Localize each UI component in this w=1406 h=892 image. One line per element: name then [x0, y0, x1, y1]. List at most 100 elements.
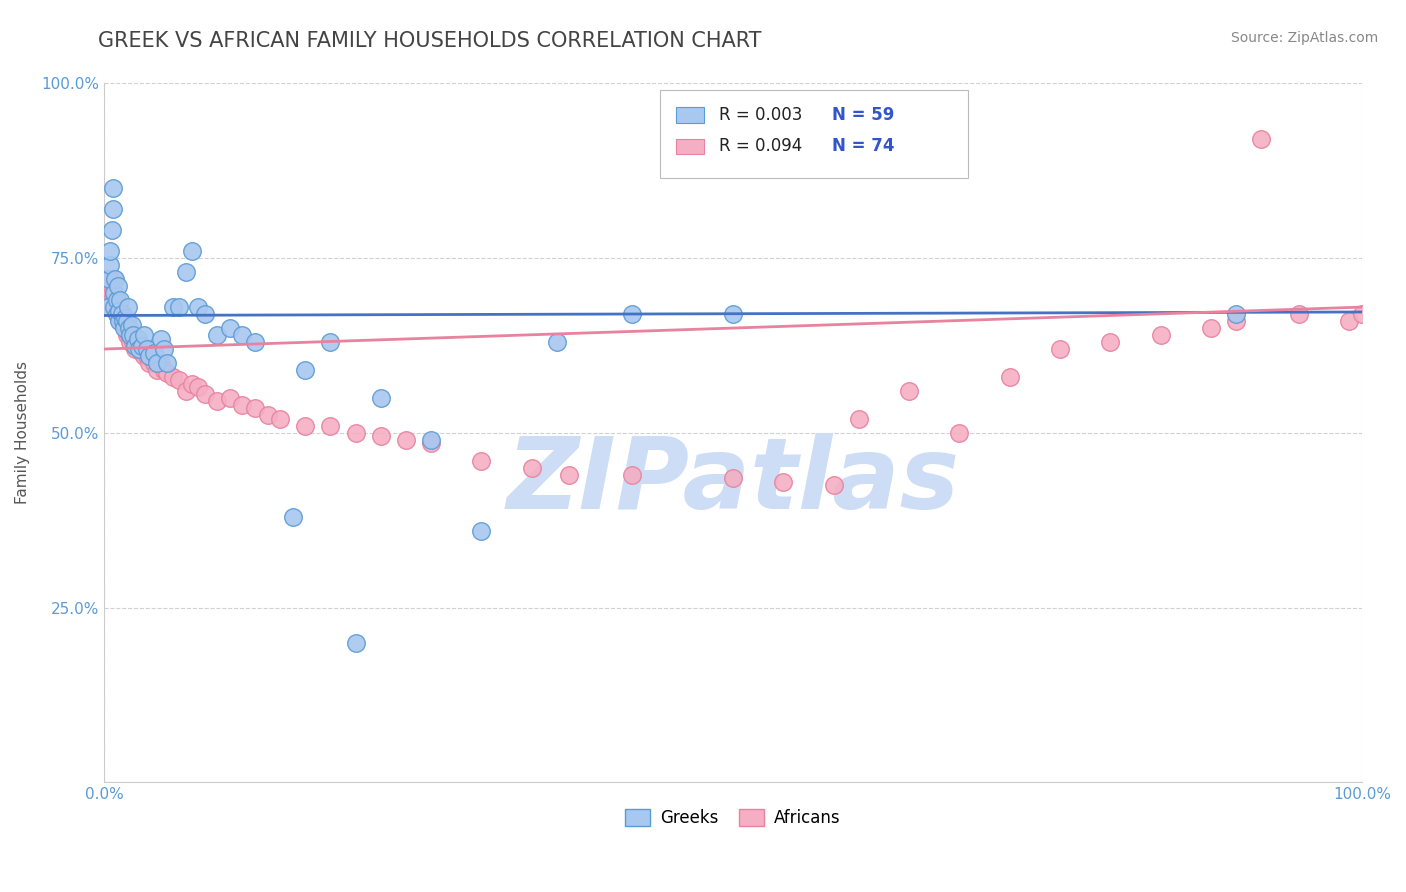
Point	[243, 401, 266, 416]
Point	[205, 394, 228, 409]
Point	[128, 342, 150, 356]
Point	[115, 314, 138, 328]
Point	[146, 363, 169, 377]
Point	[344, 635, 367, 649]
Point	[118, 321, 141, 335]
Point	[174, 384, 197, 398]
Point	[470, 524, 492, 538]
Point	[153, 342, 176, 356]
Point	[107, 300, 129, 314]
Legend: Greeks, Africans: Greeks, Africans	[619, 802, 848, 833]
Point	[135, 349, 157, 363]
Point	[621, 467, 644, 482]
Point	[103, 272, 125, 286]
Point	[108, 307, 131, 321]
Point	[127, 334, 149, 349]
FancyBboxPatch shape	[676, 107, 704, 122]
Point	[98, 279, 121, 293]
Point	[181, 376, 204, 391]
Point	[1250, 132, 1272, 146]
Point	[121, 328, 143, 343]
Point	[122, 334, 145, 349]
Point	[294, 363, 316, 377]
Point	[138, 349, 160, 363]
Point	[420, 436, 443, 450]
Point	[194, 387, 217, 401]
Text: N = 59: N = 59	[832, 106, 894, 124]
Point	[205, 328, 228, 343]
Point	[104, 272, 127, 286]
Point	[127, 332, 149, 346]
Point	[115, 328, 138, 343]
Point	[105, 307, 128, 321]
Point	[848, 412, 870, 426]
Point	[162, 370, 184, 384]
Point	[174, 265, 197, 279]
Point	[101, 202, 124, 217]
Point	[998, 370, 1021, 384]
Point	[1288, 307, 1310, 321]
Point	[281, 509, 304, 524]
Point	[110, 307, 132, 321]
Point	[169, 374, 191, 388]
Point	[134, 328, 156, 343]
Point	[470, 454, 492, 468]
Point	[1049, 342, 1071, 356]
Point	[231, 398, 253, 412]
Point	[721, 471, 744, 485]
Point	[162, 300, 184, 314]
Point	[1225, 314, 1247, 328]
Point	[1225, 307, 1247, 321]
Point	[107, 279, 129, 293]
Point	[98, 244, 121, 259]
Point	[149, 332, 172, 346]
Point	[134, 349, 156, 363]
Point	[294, 418, 316, 433]
Point	[621, 307, 644, 321]
Point	[194, 307, 217, 321]
Point	[948, 425, 970, 440]
Point	[110, 314, 132, 328]
Point	[187, 380, 209, 394]
Point	[97, 300, 120, 314]
Point	[772, 475, 794, 489]
Point	[187, 300, 209, 314]
Text: N = 74: N = 74	[832, 137, 894, 155]
Point	[395, 433, 418, 447]
Point	[319, 418, 342, 433]
Point	[101, 181, 124, 195]
Point	[117, 300, 139, 314]
Point	[97, 272, 120, 286]
Text: GREEK VS AFRICAN FAMILY HOUSEHOLDS CORRELATION CHART: GREEK VS AFRICAN FAMILY HOUSEHOLDS CORRE…	[98, 31, 762, 51]
Point	[111, 314, 134, 328]
Point	[122, 328, 145, 343]
Point	[96, 272, 118, 286]
Point	[146, 356, 169, 370]
Point	[520, 460, 543, 475]
Point	[181, 244, 204, 259]
Point	[114, 310, 136, 325]
Point	[103, 300, 125, 314]
Point	[124, 338, 146, 352]
Point	[100, 286, 122, 301]
Point	[156, 356, 179, 370]
Point	[370, 391, 392, 405]
Point	[120, 328, 142, 343]
Point	[218, 391, 240, 405]
Point	[420, 433, 443, 447]
Point	[110, 314, 132, 328]
Point	[101, 300, 124, 314]
Point	[231, 328, 253, 343]
Point	[103, 286, 125, 301]
Point	[121, 318, 143, 332]
Point	[118, 328, 141, 343]
Point	[124, 342, 146, 356]
Point	[823, 478, 845, 492]
Text: Source: ZipAtlas.com: Source: ZipAtlas.com	[1230, 31, 1378, 45]
Point	[143, 345, 166, 359]
Point	[256, 409, 278, 423]
FancyBboxPatch shape	[659, 90, 969, 178]
Point	[131, 345, 153, 359]
Point	[105, 293, 128, 307]
Point	[721, 307, 744, 321]
